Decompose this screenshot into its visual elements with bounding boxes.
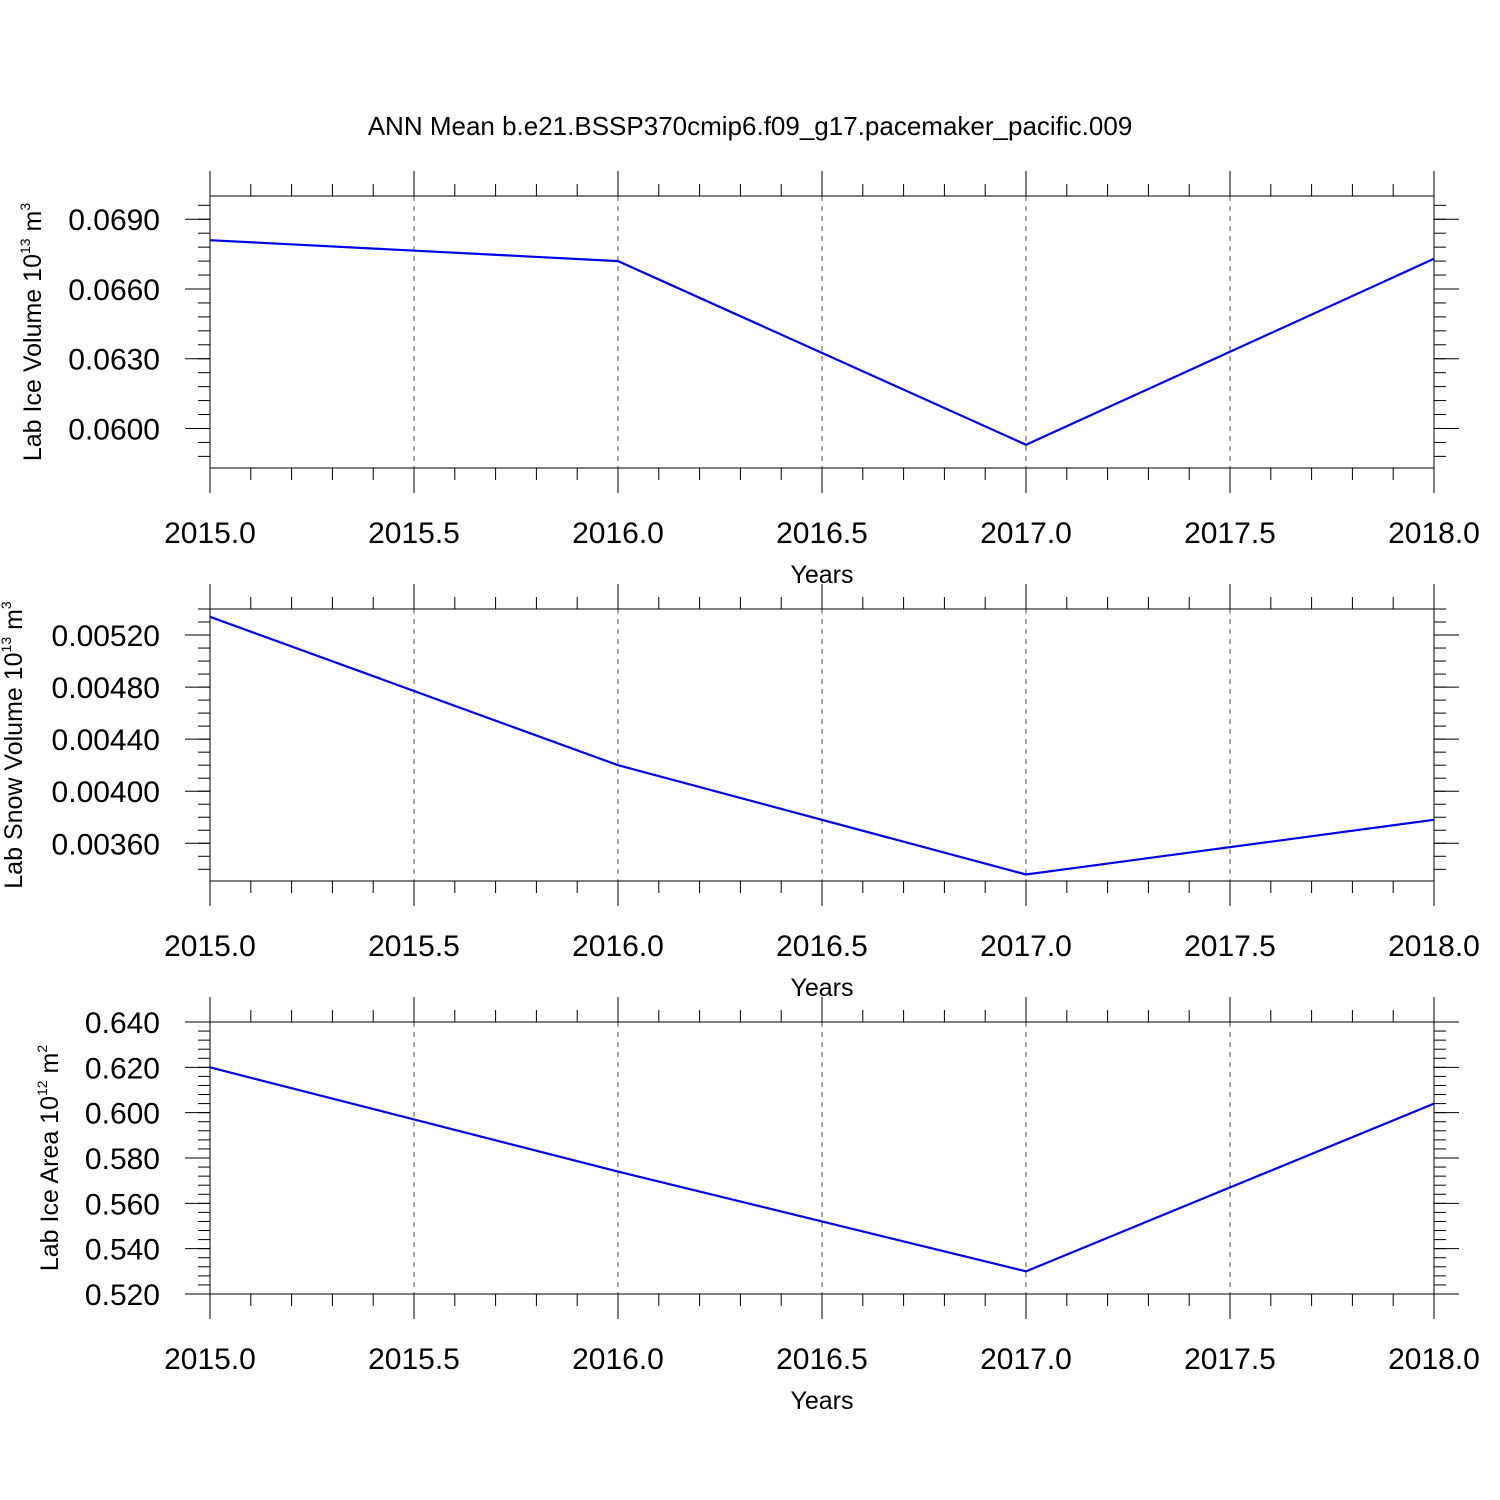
y-axis-title-unit-exponent: 2 (34, 1045, 50, 1053)
y-axis-title: Lab Snow Volume 1013 m3 (0, 601, 28, 889)
y-tick-label: 0.0600 (68, 413, 160, 446)
y-axis-title-unit-exponent: 3 (17, 203, 33, 211)
y-axis-title-unit-exponent: 3 (0, 601, 14, 609)
y-axis-title-exponent: 13 (17, 238, 33, 254)
chart-panel-1: 0.0690 0.0660 0.0630 0.0600 2015.0 2015.5 2016… (17, 171, 1480, 589)
y-tick-label: 0.00520 (52, 620, 160, 653)
x-tick-label: 2015.5 (368, 1343, 460, 1376)
y-tick-label: 0.520 (85, 1279, 160, 1312)
x-tick-label: 2017.0 (980, 1343, 1072, 1376)
x-tick-label: 2015.0 (164, 517, 256, 550)
x-tick-label: 2017.5 (1184, 930, 1276, 963)
x-tick-label: 2018.0 (1388, 517, 1480, 550)
y-tick-label: 0.560 (85, 1188, 160, 1221)
y-tick-label: 0.00400 (52, 776, 160, 809)
x-tick-label: 2015.0 (164, 1343, 256, 1376)
y-tick-label: 0.0660 (68, 274, 160, 307)
x-tick-label: 2016.5 (776, 517, 868, 550)
x-tick-label: 2016.5 (776, 930, 868, 963)
y-axis-title-text: Lab Ice Volume 10 (19, 254, 47, 461)
x-tick-label: 2017.0 (980, 930, 1072, 963)
y-axis-title-exponent: 13 (0, 637, 14, 653)
y-tick-label: 0.00360 (52, 828, 160, 861)
series-line (209, 239, 1435, 446)
y-axis-title-unit: m (36, 1053, 64, 1081)
y-tick-label: 0.540 (85, 1234, 160, 1267)
y-axis-title-text: Lab Snow Volume 10 (0, 652, 28, 888)
x-tick-label: 2016.0 (572, 517, 664, 550)
panels: 0.0690 0.0660 0.0630 0.0600 2015.0 2015.5 2016… (0, 171, 1480, 1415)
y-tick-label: 0.00440 (52, 724, 160, 757)
y-axis-title-exponent: 12 (34, 1080, 50, 1096)
y-axis-title: Lab Ice Volume 1013 m3 (17, 203, 47, 461)
plot-frame (209, 608, 1435, 882)
chart-panel-2: 0.00520 0.00480 0.00440 0.00400 0.00360 2015.… (0, 584, 1480, 1002)
figure-title: ANN Mean b.e21.BSSP370cmip6.f09_g17.pace… (368, 111, 1133, 141)
y-axis-title: Lab Ice Area 1012 m2 (34, 1045, 64, 1272)
y-tick-label: 0.600 (85, 1098, 160, 1131)
x-tick-label: 2017.5 (1184, 517, 1276, 550)
x-axis-title: Years (790, 1387, 853, 1415)
x-tick-label: 2016.0 (572, 1343, 664, 1376)
x-tick-label: 2016.5 (776, 1343, 868, 1376)
x-tick-label: 2018.0 (1388, 930, 1480, 963)
x-tick-label: 2016.0 (572, 930, 664, 963)
chart-panel-3: 0.6400.6200.6000.5800.5600.5400.5202015.… (34, 997, 1480, 1415)
plot-frame (209, 1021, 1435, 1295)
y-tick-label: 0.00480 (52, 672, 160, 705)
x-tick-label: 2017.0 (980, 517, 1072, 550)
y-axis-title-unit: m (19, 211, 47, 239)
plot-frame (209, 195, 1435, 469)
x-tick-label: 2017.5 (1184, 1343, 1276, 1376)
y-tick-label: 0.0630 (68, 344, 160, 377)
y-tick-label: 0.0690 (68, 204, 160, 237)
x-tick-label: 2018.0 (1388, 1343, 1480, 1376)
y-tick-label: 0.640 (85, 1007, 160, 1040)
y-axis-title-text: Lab Ice Area 10 (36, 1096, 64, 1271)
x-tick-label: 2015.5 (368, 930, 460, 963)
x-tick-label: 2015.5 (368, 517, 460, 550)
y-axis-title-unit: m (0, 609, 28, 637)
y-tick-label: 0.620 (85, 1052, 160, 1085)
x-tick-label: 2015.0 (164, 930, 256, 963)
series-line (209, 1066, 1435, 1273)
series-line (209, 615, 1435, 876)
y-tick-label: 0.580 (85, 1143, 160, 1176)
